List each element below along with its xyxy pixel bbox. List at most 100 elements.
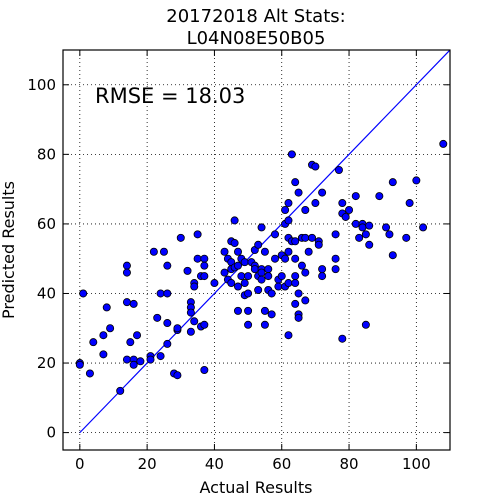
x-tick-label: 80 — [339, 455, 358, 473]
data-point — [220, 247, 229, 256]
data-point — [254, 285, 263, 294]
data-point — [257, 223, 266, 232]
data-point — [291, 254, 300, 263]
data-point — [291, 299, 300, 308]
data-point — [291, 178, 300, 187]
x-tick-label: 60 — [272, 455, 291, 473]
data-point — [159, 247, 168, 256]
data-point — [257, 275, 266, 284]
data-point — [126, 338, 135, 347]
data-point — [200, 365, 209, 374]
data-point — [388, 251, 397, 260]
data-point — [244, 289, 253, 298]
data-point — [186, 327, 195, 336]
data-point — [79, 289, 88, 298]
data-point — [116, 386, 125, 395]
data-point — [233, 261, 242, 270]
x-tick-label: 100 — [402, 455, 431, 473]
data-point — [240, 279, 249, 288]
y-tick-label: 60 — [37, 215, 56, 233]
data-point — [129, 360, 138, 369]
data-point — [156, 289, 165, 298]
data-point — [190, 317, 199, 326]
data-point — [193, 254, 202, 263]
data-point — [233, 247, 242, 256]
data-point — [311, 199, 320, 208]
x-axis-ticks: 0 20 40 60 80 100 — [75, 50, 431, 473]
data-point — [240, 258, 249, 267]
data-point — [75, 360, 84, 369]
data-point — [284, 199, 293, 208]
data-point — [365, 240, 374, 249]
data-point — [385, 230, 394, 239]
data-point — [304, 247, 313, 256]
data-point — [341, 212, 350, 221]
data-point — [163, 339, 172, 348]
data-point — [173, 371, 182, 380]
data-point — [358, 223, 367, 232]
data-point — [402, 233, 411, 242]
data-point — [331, 254, 340, 263]
data-point — [220, 268, 229, 277]
data-point — [284, 247, 293, 256]
data-point — [287, 150, 296, 159]
x-tick-label: 0 — [75, 455, 85, 473]
data-point — [200, 254, 209, 263]
data-point — [156, 352, 165, 361]
data-point — [254, 240, 263, 249]
data-point — [301, 233, 310, 242]
data-point — [294, 313, 303, 322]
data-point — [361, 320, 370, 329]
data-point — [210, 279, 219, 288]
data-point — [264, 265, 273, 274]
y-axis-ticks: 0 20 40 60 80 100 — [27, 76, 450, 442]
data-point — [260, 247, 269, 256]
data-point — [271, 230, 280, 239]
data-point — [250, 265, 259, 274]
data-point — [291, 279, 300, 288]
data-point — [338, 334, 347, 343]
data-point — [190, 282, 199, 291]
data-point — [284, 216, 293, 225]
x-tick-label: 40 — [205, 455, 224, 473]
points-layer — [75, 139, 448, 395]
data-point — [318, 265, 327, 274]
data-point — [284, 279, 293, 288]
reference-line-layer — [79, 50, 450, 434]
data-point — [260, 306, 269, 315]
data-point — [274, 282, 283, 291]
data-point — [419, 223, 428, 232]
data-point — [345, 205, 354, 214]
data-point — [122, 268, 131, 277]
data-point — [99, 350, 108, 359]
data-point — [227, 279, 236, 288]
data-point — [200, 320, 209, 329]
data-point — [355, 233, 364, 242]
chart-title-line2: L04N08E50B05 — [187, 28, 326, 49]
data-point — [146, 355, 155, 364]
data-point — [375, 192, 384, 201]
data-point — [106, 324, 115, 333]
data-point — [301, 296, 310, 305]
data-point — [297, 261, 306, 270]
data-point — [318, 272, 327, 281]
data-point — [264, 272, 273, 281]
data-point — [338, 199, 347, 208]
data-point — [294, 289, 303, 298]
data-point — [284, 331, 293, 340]
plot-border — [62, 49, 451, 451]
data-point — [122, 298, 131, 307]
data-point — [200, 272, 209, 281]
y-tick-label: 40 — [37, 284, 56, 302]
data-point — [301, 268, 310, 277]
data-point — [281, 254, 290, 263]
data-point — [257, 268, 266, 277]
data-point — [230, 239, 239, 248]
data-point — [388, 178, 397, 187]
data-point — [271, 254, 280, 263]
data-point — [244, 320, 253, 329]
data-point — [122, 261, 131, 270]
data-point — [291, 272, 300, 281]
data-point — [260, 320, 269, 329]
data-point — [412, 176, 421, 185]
